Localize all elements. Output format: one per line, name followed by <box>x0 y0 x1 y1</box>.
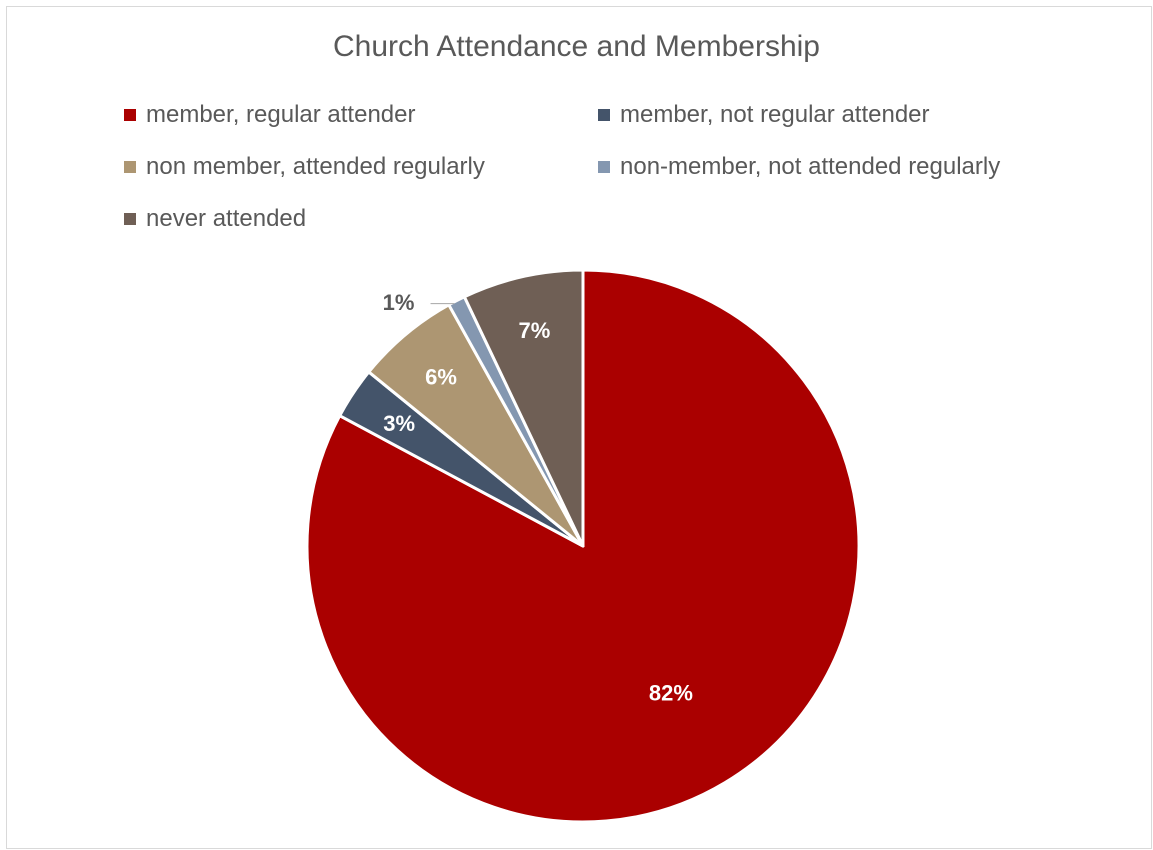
legend-label: non member, attended regularly <box>146 153 485 180</box>
legend-swatch <box>124 161 136 173</box>
legend-swatch <box>598 161 610 173</box>
data-label: 3% <box>383 411 415 436</box>
legend-label: member, regular attender <box>146 101 416 128</box>
data-label: 6% <box>425 364 457 389</box>
legend-label: member, not regular attender <box>620 101 930 128</box>
legend-item-nonmember-regular: non member, attended regularly <box>124 153 485 181</box>
legend-item-member-not-regular: member, not regular attender <box>598 101 930 129</box>
legend-item-member-regular: member, regular attender <box>124 101 415 129</box>
legend-swatch <box>124 213 136 225</box>
legend-swatch <box>598 109 610 121</box>
legend-swatch <box>124 109 136 121</box>
data-label: 7% <box>518 318 550 343</box>
legend-label: non-member, not attended regularly <box>620 153 1001 180</box>
data-label: 1% <box>383 290 415 315</box>
legend-item-never-attended: never attended <box>124 205 306 233</box>
chart-title: Church Attendance and Membership <box>333 30 820 63</box>
legend-item-nonmember-not-regular: non-member, not attended regularly <box>598 153 1000 181</box>
data-label: 82% <box>649 680 693 705</box>
legend-label: never attended <box>146 205 307 232</box>
slice-never-attended <box>462 268 585 548</box>
